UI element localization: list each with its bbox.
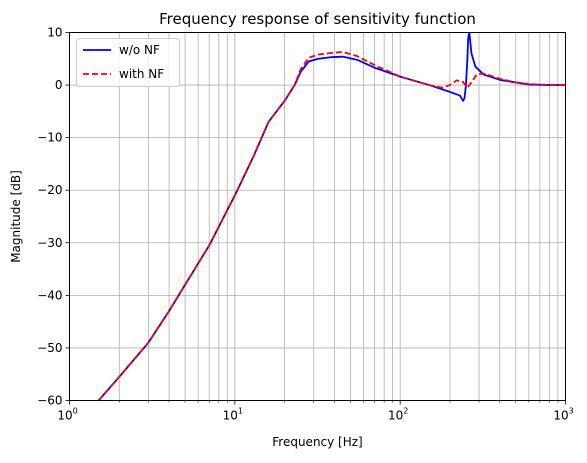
x-tick-label: 103 [553, 407, 573, 423]
x-tick-label: 102 [388, 407, 408, 423]
legend: w/o NF with NF [76, 38, 180, 87]
x-tick-label: 101 [223, 407, 243, 423]
y-tick-label: 10 [47, 26, 62, 40]
tick-layer: 100 101 102 103 −60 −50 −40 −30 −20 −10 0 10 [37, 26, 574, 423]
y-tick-label: −10 [37, 131, 62, 145]
y-tick-label: −50 [37, 341, 62, 355]
x-axis-label: Frequency [Hz] [272, 435, 363, 449]
legend-label-with-nf: with NF [119, 67, 164, 81]
y-tick-label: −30 [37, 236, 62, 250]
series-line-with-nf [97, 51, 566, 401]
y-axis-label: Magnitude [dB] [9, 170, 23, 263]
y-tick-label: −20 [37, 183, 62, 197]
x-tick-label: 100 [57, 407, 77, 423]
y-tick-label: −60 [37, 394, 62, 408]
chart-title: Frequency response of sensitivity functi… [159, 10, 476, 28]
y-tick-label: −40 [37, 288, 62, 302]
legend-label-wo-nf: w/o NF [119, 43, 160, 57]
plot-frame [69, 32, 566, 401]
series-layer [97, 32, 566, 401]
y-tick-label: 0 [55, 78, 63, 92]
